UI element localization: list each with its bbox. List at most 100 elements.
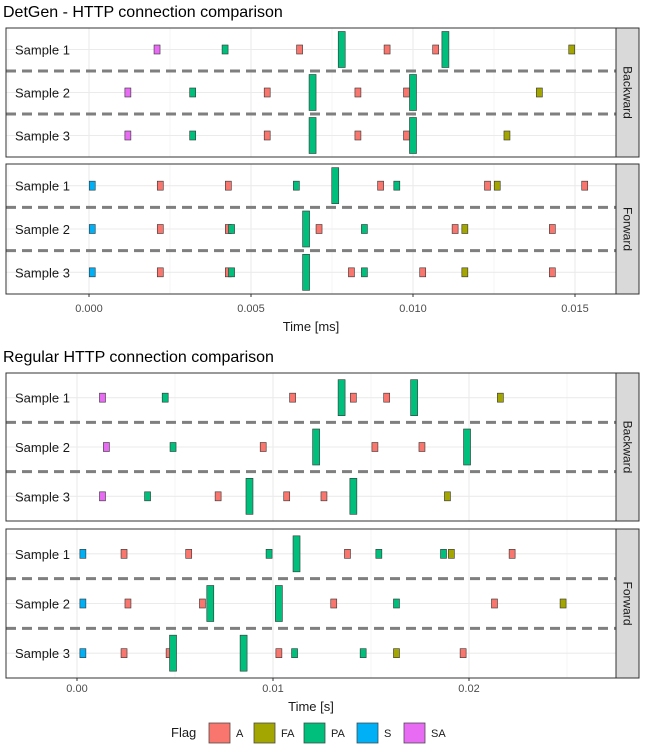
legend-label: SA bbox=[431, 728, 446, 740]
event-pa bbox=[275, 585, 283, 622]
event-pa bbox=[239, 634, 248, 672]
legend-label: FA bbox=[281, 728, 295, 740]
event-pa bbox=[161, 392, 169, 403]
facet-panel-backward: Sample 1 Sample 2 Sample 3 Backward bbox=[5, 372, 640, 522]
legend-label: PA bbox=[331, 728, 346, 740]
event-pa bbox=[361, 224, 368, 234]
facet-strip bbox=[615, 27, 640, 158]
event-pa bbox=[308, 74, 317, 111]
event-sa bbox=[124, 87, 132, 98]
event-pa bbox=[228, 224, 235, 234]
event-a bbox=[124, 598, 132, 609]
event-pa bbox=[189, 130, 196, 141]
event-pa bbox=[265, 549, 273, 559]
facet-panel-forward: Sample 1 Sample 2 Sample 3 Forward bbox=[5, 528, 640, 679]
event-pa bbox=[440, 549, 447, 559]
event-a bbox=[418, 442, 426, 452]
row-label: Sample 2 bbox=[15, 86, 70, 101]
facet-panel-forward: Sample 1 Sample 2 Sample 3 Forward bbox=[5, 163, 640, 295]
event-a bbox=[263, 130, 271, 141]
x-tick-label: 0.02 bbox=[458, 683, 479, 695]
event-pa bbox=[292, 535, 301, 573]
event-a bbox=[403, 87, 410, 98]
legend-key-sa bbox=[403, 722, 426, 744]
facet-strip-label: Forward bbox=[621, 581, 635, 625]
event-pa bbox=[293, 180, 300, 191]
event-pa bbox=[169, 634, 177, 672]
row-label: Sample 3 bbox=[15, 265, 70, 280]
row-label: Sample 3 bbox=[15, 129, 70, 144]
legend-key-a bbox=[208, 722, 231, 744]
row-label: Sample 1 bbox=[15, 391, 70, 406]
event-pa bbox=[441, 31, 450, 68]
event-a bbox=[403, 130, 410, 141]
x-axis-label: Time [ms] bbox=[283, 319, 340, 334]
event-a bbox=[120, 549, 128, 559]
x-tick-label: 0.015 bbox=[561, 303, 589, 315]
event-a bbox=[296, 44, 303, 55]
event-a bbox=[549, 267, 556, 278]
row-label: Sample 3 bbox=[15, 646, 70, 661]
event-fa bbox=[559, 598, 567, 609]
event-pa bbox=[409, 117, 417, 154]
event-s bbox=[88, 180, 96, 191]
event-a bbox=[350, 392, 357, 403]
event-pa bbox=[410, 379, 418, 416]
event-pa bbox=[337, 31, 346, 68]
facet-strip-label: Backward bbox=[621, 421, 635, 474]
event-a bbox=[185, 549, 193, 559]
event-a bbox=[383, 392, 390, 403]
event-fa bbox=[536, 87, 543, 98]
legend-label: S bbox=[384, 728, 391, 740]
event-a bbox=[484, 180, 491, 191]
event-pa bbox=[337, 379, 346, 416]
event-a bbox=[354, 130, 362, 141]
event-fa bbox=[448, 549, 455, 559]
x-tick-label: 0.010 bbox=[399, 303, 427, 315]
event-pa bbox=[312, 428, 320, 466]
event-fa bbox=[568, 44, 576, 55]
event-pa bbox=[359, 648, 367, 658]
event-pa bbox=[393, 598, 400, 609]
event-pa bbox=[463, 428, 471, 466]
event-sa bbox=[103, 442, 110, 452]
event-a bbox=[581, 180, 589, 191]
row-label: Sample 1 bbox=[15, 43, 70, 58]
event-pa bbox=[245, 478, 254, 515]
event-pa bbox=[169, 442, 177, 452]
event-pa bbox=[331, 167, 340, 204]
event-pa bbox=[144, 491, 151, 502]
event-pa bbox=[349, 478, 358, 515]
event-sa bbox=[99, 491, 106, 502]
row-label: Sample 3 bbox=[15, 489, 70, 504]
event-a bbox=[549, 224, 556, 234]
legend-key-fa bbox=[253, 722, 276, 744]
event-a bbox=[348, 267, 355, 278]
event-pa bbox=[302, 210, 310, 248]
event-fa bbox=[493, 180, 501, 191]
event-pa bbox=[189, 87, 196, 98]
event-s bbox=[79, 648, 87, 658]
event-a bbox=[156, 267, 164, 278]
event-a bbox=[199, 598, 206, 609]
x-tick-label: 0.000 bbox=[75, 303, 103, 315]
event-a bbox=[508, 549, 516, 559]
event-fa bbox=[393, 648, 400, 658]
facet-strip bbox=[615, 163, 640, 295]
chart-title: DetGen - HTTP connection comparison bbox=[3, 4, 283, 21]
event-a bbox=[419, 267, 427, 278]
event-a bbox=[383, 44, 391, 55]
row-label: Sample 2 bbox=[15, 222, 70, 237]
event-a bbox=[263, 87, 271, 98]
event-a bbox=[330, 598, 338, 609]
legend-label: A bbox=[236, 728, 244, 740]
facet-strip-label: Backward bbox=[621, 66, 635, 119]
event-a bbox=[289, 392, 296, 403]
event-fa bbox=[461, 224, 469, 234]
legend-key-s bbox=[356, 722, 379, 744]
facet-panel-backward: Sample 1 Sample 2 Sample 3 Backward bbox=[5, 27, 640, 158]
event-s bbox=[79, 598, 87, 609]
event-a bbox=[156, 224, 164, 234]
event-a bbox=[354, 87, 362, 98]
